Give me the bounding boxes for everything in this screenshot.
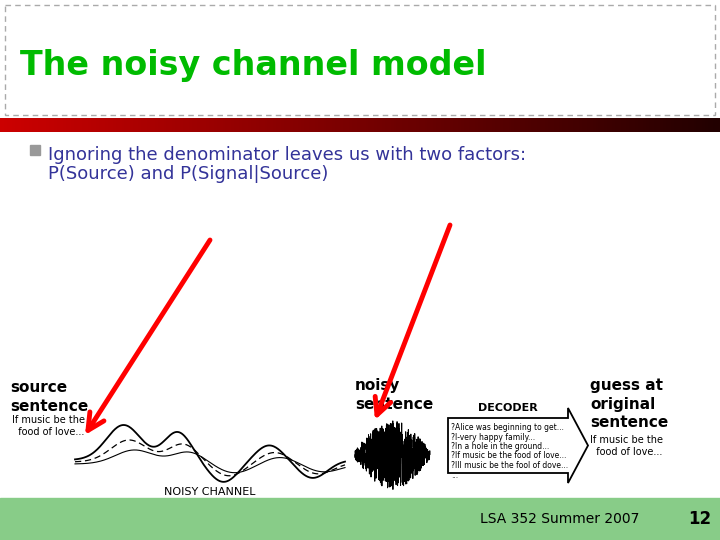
Text: ...: ... bbox=[451, 470, 458, 480]
Text: The noisy channel model: The noisy channel model bbox=[20, 49, 487, 82]
Text: ?In a hole in the ground...: ?In a hole in the ground... bbox=[451, 442, 549, 451]
Text: ?Alice was beginning to get...: ?Alice was beginning to get... bbox=[451, 423, 564, 432]
Text: 12: 12 bbox=[688, 510, 711, 528]
Text: NOISY CHANNEL: NOISY CHANNEL bbox=[164, 487, 256, 497]
Text: DECODER: DECODER bbox=[478, 403, 538, 413]
Text: LSA 352 Summer 2007: LSA 352 Summer 2007 bbox=[480, 512, 639, 526]
Text: noisy
sentence: noisy sentence bbox=[355, 378, 433, 411]
Text: source
sentence: source sentence bbox=[10, 380, 89, 414]
Bar bbox=[0, 498, 720, 540]
Text: ?If music be the food of love...: ?If music be the food of love... bbox=[451, 451, 567, 461]
Text: If music be the
  food of love...: If music be the food of love... bbox=[12, 415, 85, 437]
Text: guess at
original
sentence: guess at original sentence bbox=[590, 378, 668, 430]
Text: If music be the
  food of love...: If music be the food of love... bbox=[590, 435, 663, 457]
Bar bbox=[5, 5, 715, 115]
Text: ?I-very happy family...: ?I-very happy family... bbox=[451, 433, 535, 442]
Text: Ignoring the denominator leaves us with two factors:: Ignoring the denominator leaves us with … bbox=[48, 146, 526, 164]
Text: P(Source) and P(Signal|Source): P(Source) and P(Signal|Source) bbox=[48, 165, 328, 183]
Bar bbox=[30, 145, 40, 155]
Text: ?Ill music be the fool of dove...: ?Ill music be the fool of dove... bbox=[451, 461, 568, 470]
